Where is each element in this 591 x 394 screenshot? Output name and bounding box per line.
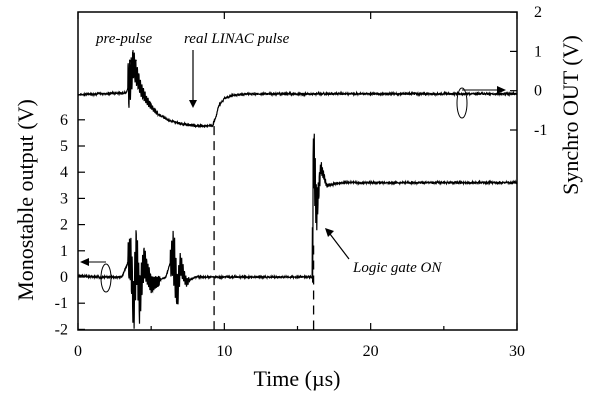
- y-left-tick-label: 5: [60, 138, 68, 155]
- x-tick-label: 0: [74, 343, 82, 360]
- synchro-series-line: [77, 51, 518, 129]
- y-right-axis-label: Synchro OUT (V): [558, 35, 583, 195]
- x-tick-labels: 0 10 20 30: [74, 343, 525, 360]
- y-left-tick-label: 0: [60, 269, 68, 286]
- y-right-tick-labels: -1 0 1 2: [534, 4, 547, 139]
- arrowhead-real-linac-pulse: [189, 100, 197, 108]
- y-left-tick-label: 4: [60, 164, 68, 181]
- x-tick-label: 10: [216, 343, 232, 360]
- axis-pointer-arrowhead-right: [497, 86, 506, 94]
- y-right-tick-label: 0: [534, 83, 542, 100]
- x-tick-label: 30: [509, 343, 525, 360]
- y-left-tick-label: -2: [55, 321, 68, 338]
- axis-pointer-arrowhead-left: [80, 258, 89, 266]
- y-left-tick-label: 2: [60, 217, 68, 234]
- arrow-logic-gate: [329, 233, 350, 260]
- y-right-tick-label: -1: [534, 122, 547, 139]
- y-right-tick-label: 1: [534, 43, 542, 60]
- monostable-series-line: [77, 133, 518, 329]
- x-axis-label: Time (µs): [253, 366, 340, 391]
- annotation-logic-gate-on: Logic gate ON: [352, 260, 442, 276]
- arrowhead-logic-gate: [325, 228, 334, 237]
- y-left-tick-label: -1: [55, 295, 68, 312]
- x-tick-label: 20: [363, 343, 379, 360]
- y-right-tick-label: 2: [534, 4, 542, 21]
- annotation-real-linac-pulse: real LINAC pulse: [184, 31, 290, 47]
- y-left-tick-labels: -2 -1 0 1 2 3 4 5 6: [55, 112, 68, 339]
- arrowhead-pre-pulse: [129, 60, 137, 68]
- y-left-tick-label: 3: [60, 190, 68, 207]
- axis-pointer-ellipse-right: [456, 87, 468, 119]
- plot-frame: [77, 11, 518, 331]
- y-left-tick-label: 6: [60, 112, 68, 129]
- y-left-tick-label: 1: [60, 243, 68, 260]
- axis-pointer-ellipse-left: [100, 263, 112, 293]
- annotation-pre-pulse: pre-pulse: [95, 31, 152, 47]
- y-left-axis-label: Monostable output (V): [13, 99, 38, 301]
